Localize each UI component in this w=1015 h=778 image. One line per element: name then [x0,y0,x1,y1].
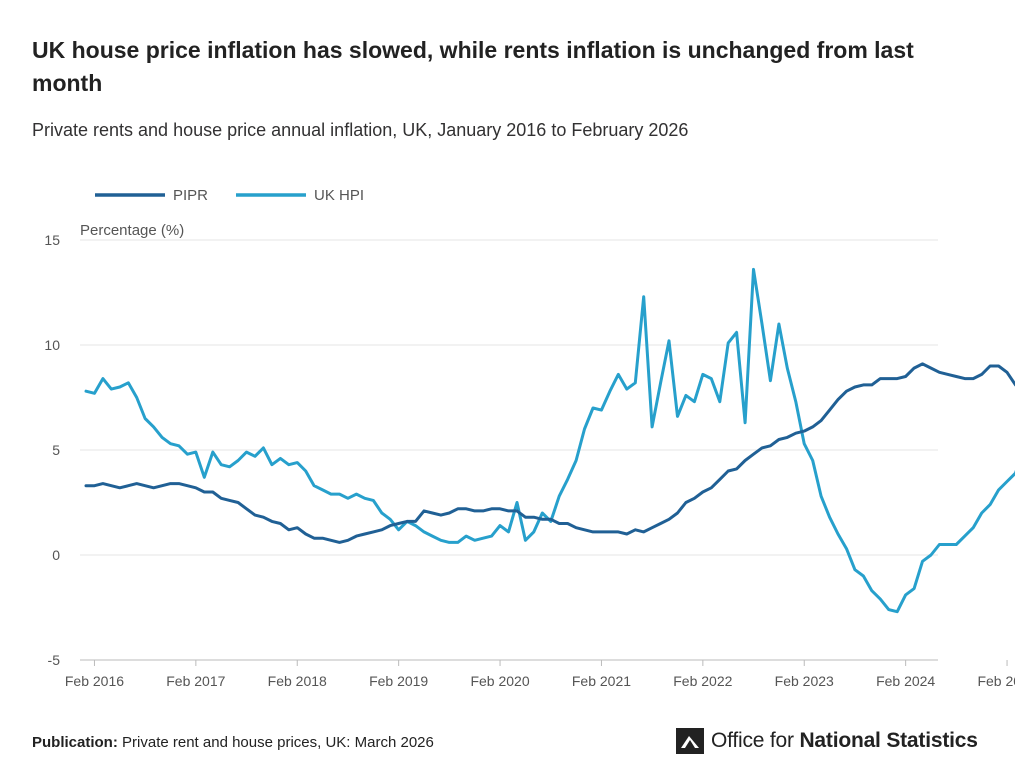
legend: PIPR UK HPI [95,187,364,204]
series-line-uk-hpi [84,267,1015,614]
series-line-pipr [84,362,1015,544]
ons-logo-icon [676,728,704,754]
y-tick-label: -5 [48,652,61,668]
y-tick-label: 0 [52,547,60,563]
y-axis-label: Percentage (%) [80,222,184,239]
x-tick-label: Feb 2024 [876,673,935,689]
y-tick-label: 10 [44,337,60,353]
chart-subtitle: Private rents and house price annual inf… [32,120,689,140]
chart-title: UK house price inflation has slowed, whi… [32,37,914,96]
series-lines [84,267,1015,614]
x-tick-label: Feb 2023 [775,673,834,689]
ons-logo-text: Office for National Statistics [711,729,978,752]
x-tick-label: Feb 2016 [65,673,124,689]
x-tick-label: Feb 2022 [673,673,732,689]
x-axis: Feb 2016 Feb 2017 Feb 2018 Feb 2019 Feb 2020… [65,660,1015,689]
y-tick-label: 5 [52,442,60,458]
x-tick-label: Feb 2021 [572,673,631,689]
ons-logo: Office for National Statistics [676,726,978,756]
x-tick-label: Feb 2019 [369,673,428,689]
x-tick-label: Feb 2020 [470,673,529,689]
legend-label-pipr: PIPR [173,187,208,204]
legend-label-uk-hpi: UK HPI [314,187,364,204]
x-tick-label: Feb 2017 [166,673,225,689]
publication-label: Publication: [32,734,118,751]
y-tick-label: 15 [44,232,60,248]
y-axis: -5 0 5 10 15 [44,232,60,668]
publication-text: Private rent and house prices, UK: March… [122,734,434,751]
gridlines [80,239,938,661]
x-tick-label: Feb 2025 [977,673,1015,689]
x-tick-label: Feb 2018 [268,673,327,689]
line-chart: PIPR UK HPI Percentage (%) -5 0 5 10 15 Feb … [44,187,1015,689]
publication-footer: Publication: Private rent and house pric… [32,734,434,751]
